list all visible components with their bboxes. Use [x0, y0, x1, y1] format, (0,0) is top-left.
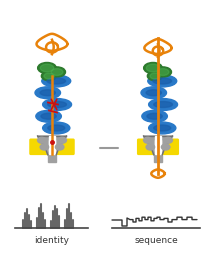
Ellipse shape [41, 71, 57, 81]
Polygon shape [154, 155, 162, 162]
Text: sequence: sequence [134, 236, 178, 245]
FancyBboxPatch shape [29, 139, 75, 155]
Ellipse shape [153, 78, 172, 84]
Ellipse shape [40, 90, 55, 96]
Ellipse shape [161, 144, 170, 150]
Ellipse shape [150, 73, 160, 79]
Ellipse shape [48, 102, 66, 108]
Ellipse shape [149, 99, 177, 110]
Ellipse shape [146, 144, 155, 150]
Ellipse shape [142, 110, 167, 122]
Ellipse shape [55, 144, 64, 150]
Ellipse shape [144, 137, 152, 143]
Polygon shape [38, 136, 66, 155]
FancyBboxPatch shape [137, 139, 179, 155]
Text: identity: identity [34, 236, 69, 245]
Ellipse shape [36, 110, 61, 122]
Ellipse shape [43, 122, 70, 134]
Ellipse shape [38, 137, 46, 143]
Ellipse shape [155, 67, 172, 77]
Ellipse shape [40, 144, 49, 150]
Ellipse shape [47, 78, 66, 84]
Ellipse shape [49, 67, 66, 77]
Ellipse shape [38, 62, 56, 74]
Ellipse shape [43, 99, 72, 110]
Ellipse shape [41, 113, 56, 119]
Ellipse shape [146, 64, 160, 72]
Ellipse shape [44, 73, 54, 79]
Polygon shape [155, 140, 161, 154]
Polygon shape [49, 140, 55, 154]
Ellipse shape [146, 90, 161, 96]
Ellipse shape [147, 71, 163, 81]
Polygon shape [48, 155, 56, 162]
Ellipse shape [141, 87, 167, 99]
Ellipse shape [42, 75, 71, 87]
Polygon shape [49, 136, 55, 151]
Polygon shape [144, 136, 172, 155]
Ellipse shape [48, 125, 65, 131]
Ellipse shape [144, 62, 162, 74]
Ellipse shape [157, 69, 169, 75]
Polygon shape [155, 136, 161, 151]
Ellipse shape [154, 125, 171, 131]
Ellipse shape [35, 87, 60, 99]
Ellipse shape [40, 64, 54, 72]
Ellipse shape [154, 102, 172, 108]
Ellipse shape [148, 75, 177, 87]
Ellipse shape [147, 113, 162, 119]
Ellipse shape [149, 122, 176, 134]
Ellipse shape [51, 69, 63, 75]
Ellipse shape [58, 137, 66, 143]
Ellipse shape [164, 137, 172, 143]
